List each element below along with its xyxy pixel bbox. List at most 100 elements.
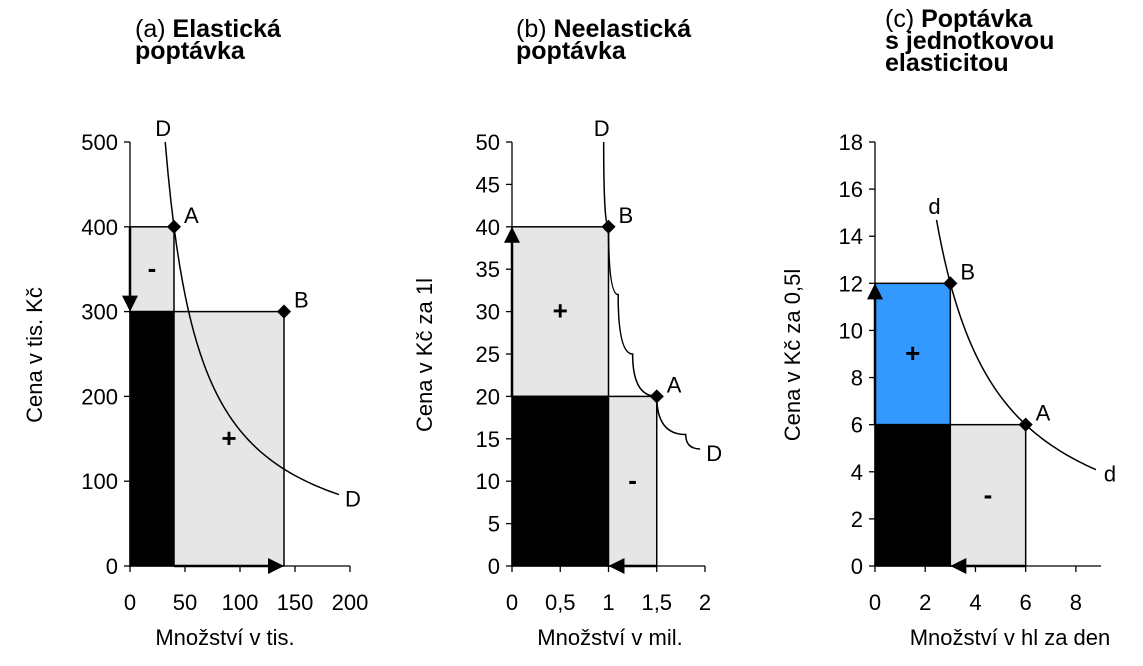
panel-c-point-label-B: B — [960, 259, 975, 284]
panel-b-x-tick-label-3: 1,5 — [641, 590, 672, 615]
panel-b-y-tick-label-6: 30 — [476, 300, 500, 325]
panel-a-y-tick-label-1: 100 — [81, 469, 118, 494]
panel-c-y-tick-label-0: 0 — [851, 554, 863, 579]
panel-c-area-sign-2: - — [984, 479, 993, 509]
panel-c-y-tick-label-4: 8 — [851, 366, 863, 391]
panel-a-point-label-A: A — [184, 203, 199, 228]
panel-b-y-tick-label-9: 45 — [476, 172, 500, 197]
panel-b-x-tick-label-2: 1 — [602, 590, 614, 615]
panel-b-y-tick-label-7: 35 — [476, 257, 500, 282]
panel-a-curve-label-end: D — [345, 487, 361, 512]
panel-c-y-axis-title: Cena v Kč za 0,5l — [780, 269, 805, 441]
panel-c-point-B — [943, 276, 958, 291]
panel-a-label: (a) — [135, 15, 166, 43]
panel-a-arrow-head-0 — [122, 295, 138, 312]
panel-c-title: (c) Poptávka s jednotkovou elasticitou — [885, 5, 1055, 77]
panel-b-arrow-head-1 — [608, 558, 625, 574]
panel-b-point-label-B: B — [619, 203, 634, 228]
panel-a-point-A — [166, 219, 182, 234]
panel-b-y-tick-label-0: 0 — [488, 554, 500, 579]
panel-c-y-tick-label-8: 16 — [839, 177, 863, 202]
panel-b-area-rect-2 — [607, 395, 658, 567]
panel-b-x-tick-label-4: 2 — [699, 590, 711, 615]
panel-a-area-rect-1 — [129, 310, 175, 567]
panel-b-y-tick-label-5: 25 — [476, 342, 500, 367]
panel-c-y-tick-label-2: 4 — [851, 460, 863, 485]
panel-b-y-tick-label-4: 20 — [476, 384, 500, 409]
panel-a-x-tick-label-1: 50 — [173, 590, 197, 615]
panel-a-x-tick-label-2: 100 — [222, 590, 259, 615]
panel-a-point-B — [276, 304, 292, 319]
panel-b-chart: + - D D 0 5 10 15 20 25 30 35 40 45 50 0 0,5 1 1,5 2 Množstv… — [412, 116, 722, 650]
panel-a-y-axis-title: Cena v tis. Kč — [22, 287, 47, 423]
panel-a-y-tick-label-3: 300 — [81, 300, 118, 325]
panel-c-point-label-A: A — [1036, 401, 1051, 426]
panel-a-title-line-1: Elastická — [172, 15, 281, 43]
panel-c-x-tick-label-4: 8 — [1070, 590, 1082, 615]
panel-c-area-sign-0: + — [905, 338, 920, 368]
panel-a-chart: - + D D 0 100 200 300 400 500 0 50 100 150 200 Množství… — [22, 116, 368, 650]
panel-a-area-rect-2 — [173, 310, 285, 567]
panel-b-x-tick-label-0: 0 — [506, 590, 518, 615]
panel-b-y-tick-label-1: 5 — [488, 512, 500, 537]
panel-b-point-B — [601, 219, 616, 234]
panel-a-x-tick-label-3: 150 — [277, 590, 314, 615]
panel-b-curve-label-end: D — [706, 441, 722, 466]
panel-c-y-tick-label-7: 14 — [839, 224, 863, 249]
panel-c-x-tick-label-2: 4 — [969, 590, 981, 615]
panel-c-y-tick-label-6: 12 — [839, 271, 863, 296]
panel-b-y-tick-label-10: 50 — [476, 130, 500, 155]
panel-c-x-axis-title: Množství v hl za den — [910, 625, 1111, 650]
panel-a-x-tick-label-4: 200 — [332, 590, 369, 615]
panel-b-title: (b) Neelastická poptávka — [516, 15, 692, 64]
panel-a-area-rect-0 — [129, 226, 175, 313]
panel-b-label: (b) — [516, 15, 547, 43]
panel-c-x-tick-label-3: 6 — [1020, 590, 1032, 615]
panel-b-area-sign-0: + — [553, 296, 568, 326]
panel-c-arrow-head-0 — [867, 283, 883, 300]
panel-a-curve-label-start: D — [155, 116, 171, 141]
panel-c-curve-label-start: d — [928, 194, 940, 219]
panel-c-chart: + - d d 0 2 4 6 8 10 12 14 16 18 0 2 4 6 8 Množství v hl za… — [780, 130, 1116, 650]
panel-a-y-tick-label-2: 200 — [81, 384, 118, 409]
panel-b-y-axis-title: Cena v Kč za 1l — [412, 278, 437, 432]
panel-b-y-tick-label-3: 15 — [476, 427, 500, 452]
panel-a-point-label-B: B — [294, 288, 309, 313]
panel-c-y-tick-label-3: 6 — [851, 413, 863, 438]
panel-b-x-axis-title: Množství v mil. — [537, 625, 682, 650]
panel-b-x-tick-label-1: 0,5 — [545, 590, 576, 615]
panel-c-area-rect-1 — [874, 423, 952, 567]
panel-b-y-tick-label-8: 40 — [476, 215, 500, 240]
panel-a-arrow-head-1 — [268, 558, 284, 574]
panel-b-arrow-head-0 — [504, 226, 520, 243]
panel-c-y-tick-label-1: 2 — [851, 507, 863, 532]
panel-c-point-A — [1018, 417, 1033, 432]
panel-c-title-line-1: Poptávka — [921, 5, 1033, 33]
panel-a-y-tick-label-4: 400 — [81, 215, 118, 240]
panel-c-label: (c) — [885, 5, 915, 33]
panel-c-y-tick-label-5: 10 — [839, 318, 863, 343]
panel-c-x-tick-label-1: 2 — [919, 590, 931, 615]
panel-c-title-line-3: elasticitou — [885, 49, 1009, 77]
panel-c-y-tick-label-9: 18 — [839, 130, 863, 155]
panel-c-area-rect-0 — [874, 282, 952, 426]
panel-a-x-tick-label-0: 0 — [124, 590, 136, 615]
panel-a-title-line-2: poptávka — [135, 37, 245, 65]
panel-a-y-tick-label-0: 0 — [106, 554, 118, 579]
panel-c-curve-label-end: d — [1104, 462, 1116, 487]
panel-c-arrow-head-1 — [950, 558, 967, 574]
panel-b-title-line-1: Neelastická — [553, 15, 692, 43]
panel-c-area-rect-2 — [949, 423, 1027, 567]
panel-c-x-tick-label-0: 0 — [869, 590, 881, 615]
panel-c-title-line-2: s jednotkovou — [885, 27, 1055, 55]
panel-b-curve-label-start: D — [594, 116, 610, 141]
panel-a-demand-curve — [164, 141, 340, 496]
panel-a-area-sign-0: - — [148, 253, 157, 283]
panel-b-point-A — [649, 389, 664, 404]
panel-a-title: (a) Elastická poptávka — [135, 15, 281, 65]
panel-b-y-tick-label-2: 10 — [476, 469, 500, 494]
panel-a-y-tick-label-5: 500 — [81, 130, 118, 155]
panel-b-point-label-A: A — [667, 372, 682, 397]
panel-b-area-sign-2: - — [628, 465, 637, 495]
